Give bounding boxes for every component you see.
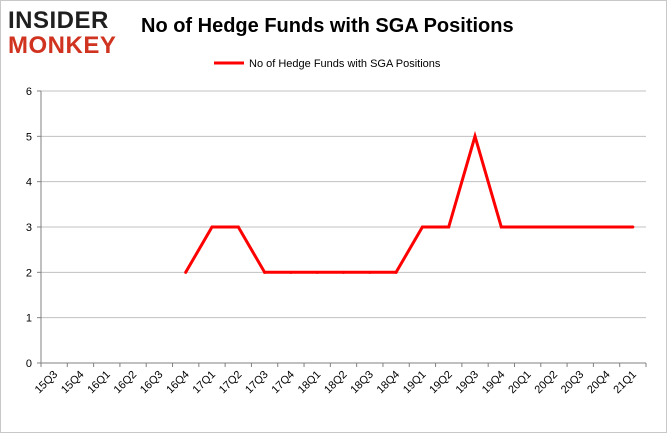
y-tick-label: 3 bbox=[26, 222, 32, 234]
x-tick-label: 20Q4 bbox=[585, 369, 613, 397]
series-line bbox=[184, 130, 633, 274]
x-tick-label: 17Q1 bbox=[191, 369, 219, 397]
y-tick-label: 5 bbox=[26, 131, 32, 143]
data-point bbox=[552, 225, 556, 229]
x-tick-label: 19Q4 bbox=[480, 369, 508, 397]
y-tick-label: 1 bbox=[26, 313, 32, 325]
x-tick-label: 15Q3 bbox=[33, 369, 61, 397]
data-point bbox=[210, 225, 214, 229]
logo-line-2: MONKEY bbox=[8, 32, 117, 59]
data-point bbox=[184, 270, 188, 274]
data-point bbox=[315, 270, 319, 274]
x-tick-label: 18Q2 bbox=[322, 369, 350, 397]
x-tick-label: 18Q1 bbox=[296, 369, 324, 397]
x-tick-label: 16Q4 bbox=[164, 369, 192, 397]
x-tick-label: 21Q1 bbox=[611, 369, 639, 397]
x-tick-label: 17Q3 bbox=[243, 369, 271, 397]
chart-title: No of Hedge Funds with SGA Positions bbox=[141, 15, 514, 37]
data-point bbox=[420, 225, 424, 229]
data-point bbox=[394, 270, 398, 274]
data-point bbox=[236, 225, 240, 229]
y-tick-label: 4 bbox=[26, 177, 32, 189]
x-tick-label: 16Q3 bbox=[138, 369, 166, 397]
y-axis-ticks: 0 1 2 3 4 5 6 bbox=[26, 86, 41, 370]
data-point bbox=[263, 270, 267, 274]
x-tick-label: 19Q2 bbox=[427, 369, 455, 397]
x-tick-label: 18Q3 bbox=[348, 369, 376, 397]
data-point bbox=[526, 225, 530, 229]
insider-monkey-logo: INSIDER MONKEY bbox=[8, 9, 126, 58]
x-tick-label: 16Q2 bbox=[112, 369, 140, 397]
x-tick-label: 20Q1 bbox=[506, 369, 534, 397]
x-tick-label: 19Q3 bbox=[454, 369, 482, 397]
data-point bbox=[473, 134, 477, 138]
data-point bbox=[605, 225, 609, 229]
data-point bbox=[368, 270, 372, 274]
x-tick-label: 17Q2 bbox=[217, 369, 245, 397]
data-point bbox=[447, 225, 451, 229]
x-tick-label: 19Q1 bbox=[401, 369, 429, 397]
y-tick-label: 2 bbox=[26, 267, 32, 279]
data-point bbox=[499, 225, 503, 229]
x-tick-label: 15Q4 bbox=[59, 369, 87, 397]
x-axis-ticks: 15Q315Q416Q116Q216Q316Q417Q117Q217Q317Q4… bbox=[33, 363, 647, 397]
x-tick-label: 16Q1 bbox=[85, 369, 113, 397]
y-tick-label: 6 bbox=[26, 86, 32, 98]
x-tick-label: 17Q4 bbox=[269, 369, 297, 397]
series-group bbox=[184, 130, 635, 274]
data-point bbox=[578, 225, 582, 229]
legend: No of Hedge Funds with SGA Positions bbox=[214, 58, 441, 70]
gridlines bbox=[41, 90, 646, 319]
x-tick-label: 18Q4 bbox=[375, 369, 403, 397]
legend-label: No of Hedge Funds with SGA Positions bbox=[249, 58, 441, 70]
data-point bbox=[631, 225, 635, 229]
x-tick-label: 20Q3 bbox=[559, 369, 587, 397]
y-tick-label: 0 bbox=[26, 358, 32, 370]
logo-line-1: INSIDER bbox=[8, 7, 109, 34]
data-point bbox=[342, 270, 345, 274]
x-tick-label: 20Q2 bbox=[533, 369, 561, 397]
data-point bbox=[289, 270, 293, 274]
